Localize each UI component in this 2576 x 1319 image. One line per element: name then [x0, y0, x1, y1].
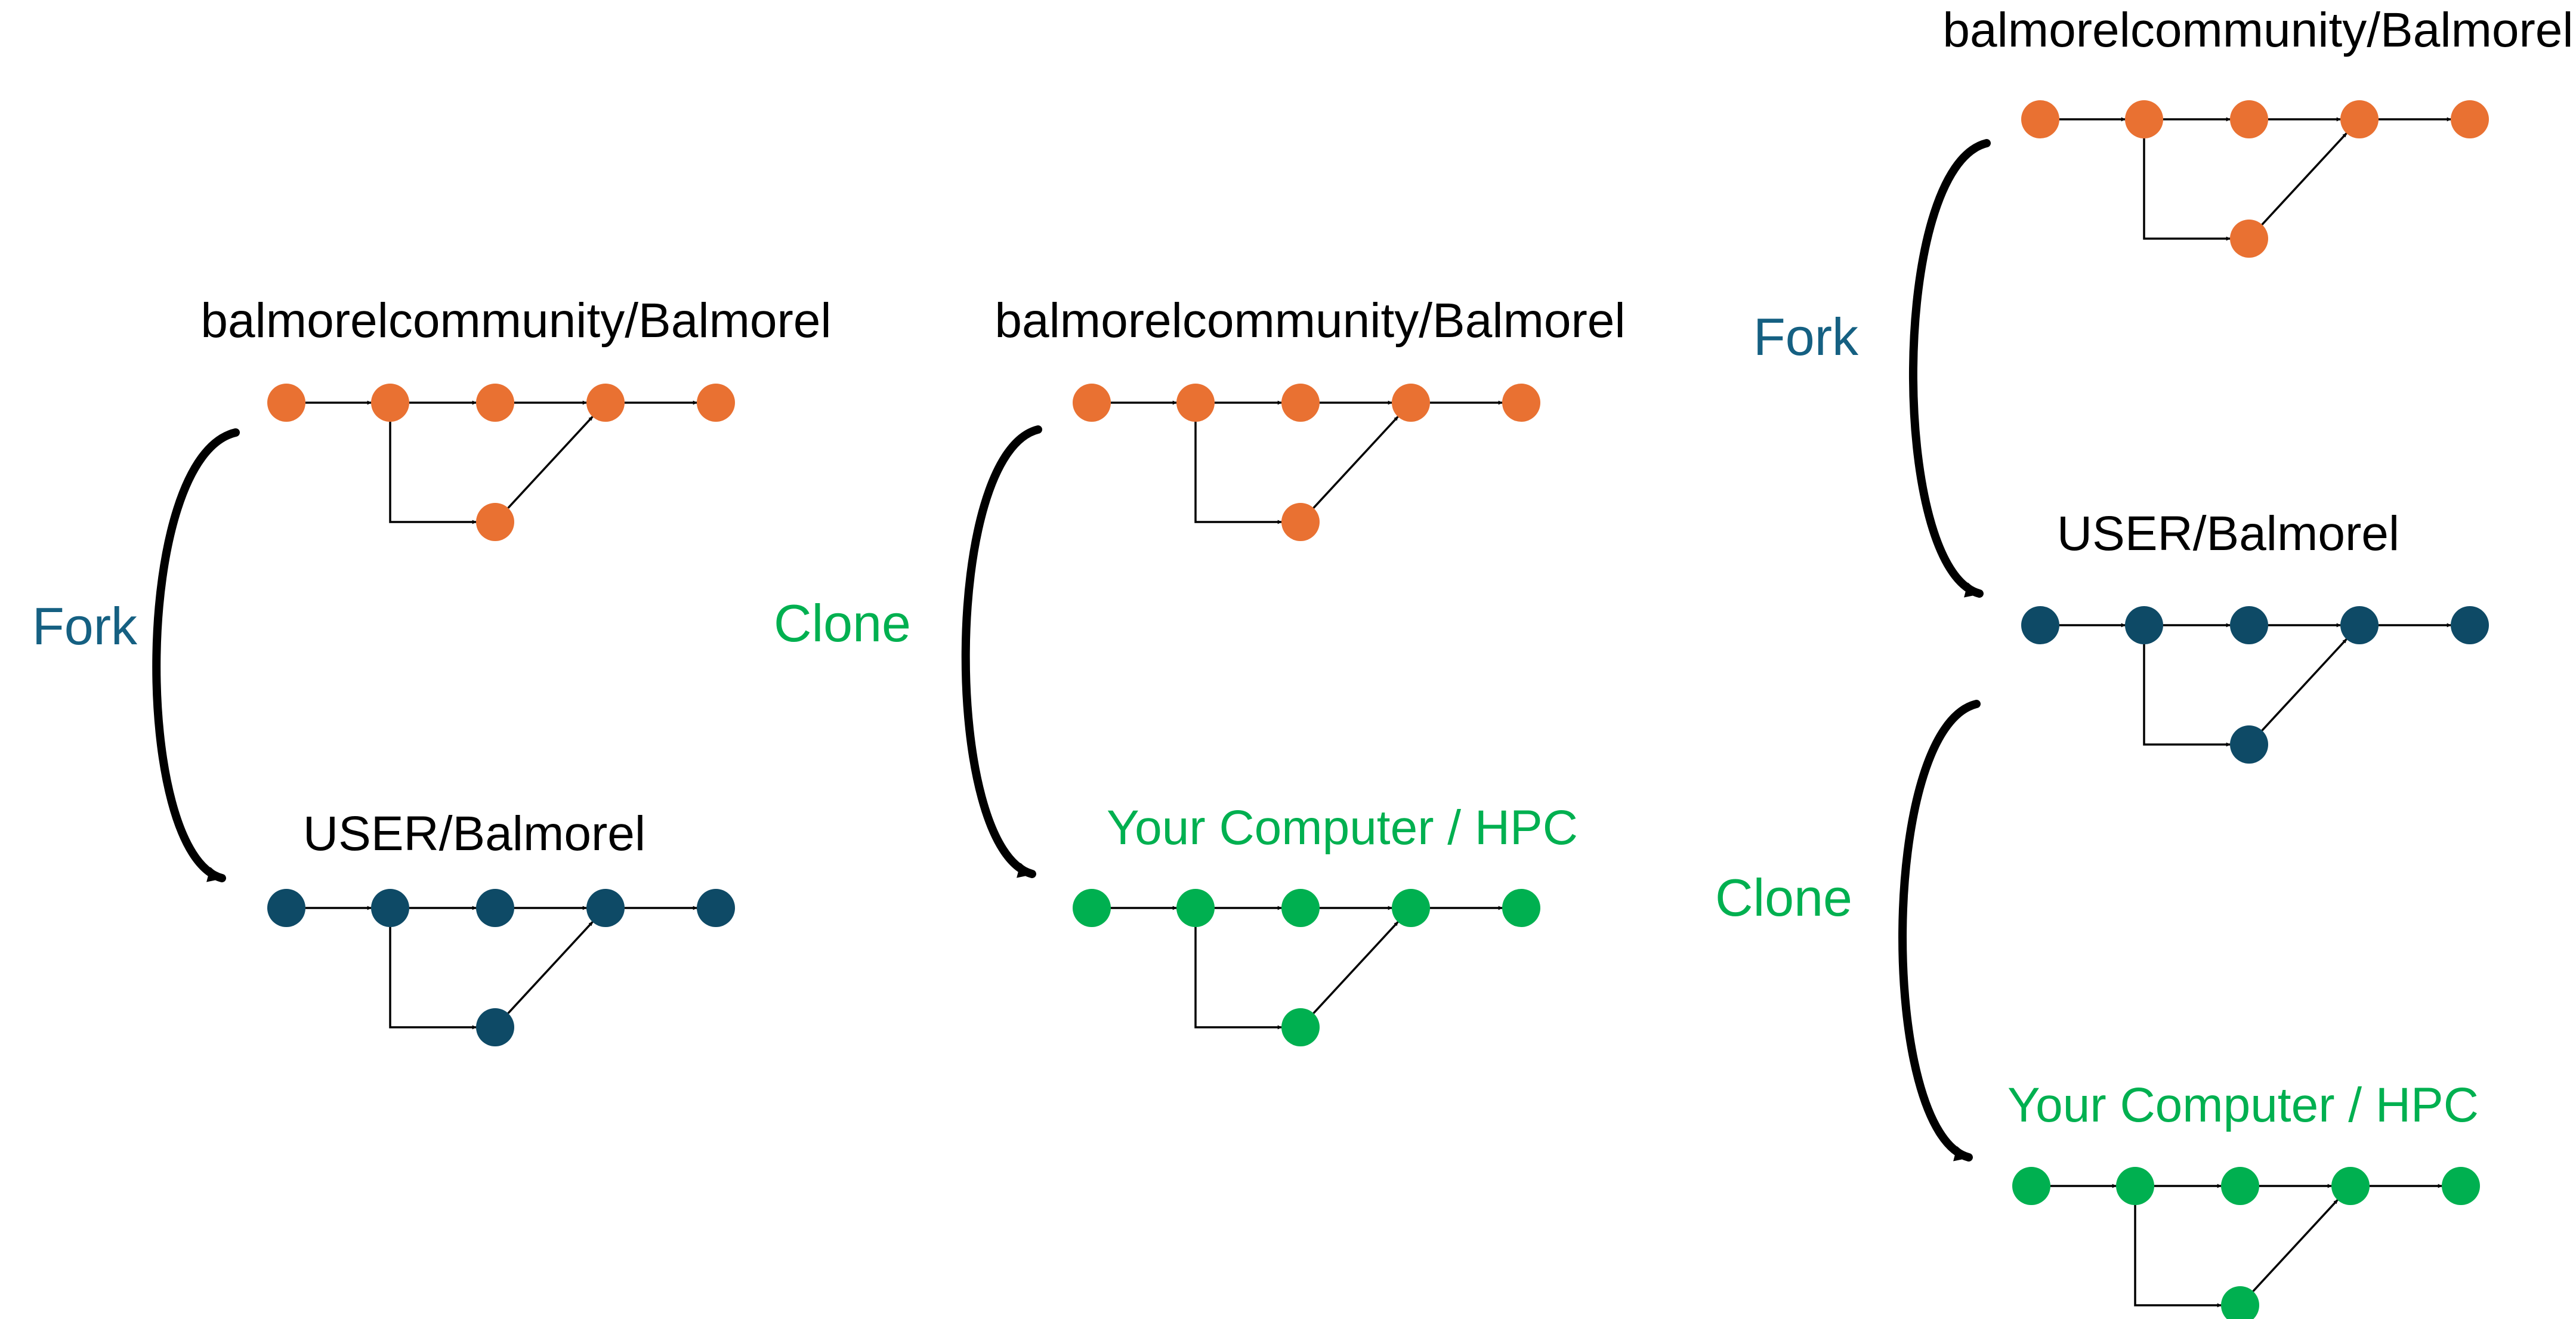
- merge-edge: [2252, 1199, 2339, 1292]
- commit-node: [2340, 606, 2379, 644]
- commit-node: [2021, 606, 2059, 644]
- commit-node: [267, 889, 305, 927]
- commit-node: [1281, 889, 1320, 927]
- commit-node: [2230, 606, 2268, 644]
- commit-node: [2340, 100, 2379, 138]
- commit-node: [2116, 1167, 2154, 1205]
- commit-node: [697, 889, 735, 927]
- commit-node: [1073, 384, 1111, 422]
- commit-node: [371, 889, 409, 927]
- repo-label-origin: balmorelcommunity/Balmorel: [994, 294, 1625, 348]
- commit-node: [2012, 1167, 2050, 1205]
- commit-node: [2221, 1167, 2259, 1205]
- commit-node: [2331, 1167, 2370, 1205]
- branch-edge: [1194, 422, 1282, 524]
- branch-commit-node: [476, 1008, 514, 1046]
- origin-commit-graph: [2021, 100, 2489, 258]
- commit-node: [476, 384, 514, 422]
- commit-node: [1073, 889, 1111, 927]
- merge-edge: [1312, 416, 1399, 509]
- commit-node: [1176, 889, 1215, 927]
- clone-arrow: [961, 425, 1042, 878]
- commit-node: [697, 384, 735, 422]
- origin-commit-graph: [1073, 384, 1540, 541]
- commit-node: [2021, 100, 2059, 138]
- repo-label-origin: balmorelcommunity/Balmorel: [200, 294, 831, 348]
- clone-operation-label: Clone: [774, 594, 911, 653]
- commit-node: [267, 384, 305, 422]
- repo-label-local: Your Computer / HPC: [2007, 1078, 2479, 1132]
- commit-node: [1392, 384, 1430, 422]
- clone-operation-label: Clone: [1715, 868, 1852, 927]
- commit-node: [586, 384, 625, 422]
- merge-edge: [1312, 921, 1399, 1014]
- fork-commit-graph: [2021, 606, 2489, 764]
- branch-edge: [2134, 1205, 2222, 1308]
- repo-label-origin: balmorelcommunity/Balmorel: [1942, 3, 2573, 57]
- fork-operation-label: Fork: [32, 597, 138, 656]
- branch-commit-node: [1281, 1008, 1320, 1046]
- merge-edge: [2261, 638, 2348, 731]
- commit-node: [2451, 100, 2489, 138]
- fork-arrow: [1909, 139, 1991, 598]
- commit-node: [476, 889, 514, 927]
- fork-operation-label: Fork: [1753, 307, 1859, 366]
- origin-commit-graph: [267, 384, 735, 541]
- branch-edge: [389, 927, 477, 1030]
- commit-node: [1502, 384, 1540, 422]
- commit-node: [586, 889, 625, 927]
- commit-node: [2451, 606, 2489, 644]
- branch-edge: [2143, 138, 2231, 241]
- commit-node: [1176, 384, 1215, 422]
- branch-commit-node: [2230, 725, 2268, 764]
- branch-edge: [1194, 927, 1282, 1030]
- local-commit-graph: [1073, 889, 1540, 1046]
- commit-node: [2125, 606, 2163, 644]
- commit-node: [2125, 100, 2163, 138]
- commit-node: [1502, 889, 1540, 927]
- commit-node: [2442, 1167, 2480, 1205]
- branch-commit-node: [476, 503, 514, 541]
- commit-node: [2230, 100, 2268, 138]
- merge-edge: [2261, 132, 2348, 226]
- repo-label-fork: USER/Balmorel: [2057, 506, 2399, 561]
- clone-arrow: [1898, 700, 1981, 1162]
- commit-node: [1281, 384, 1320, 422]
- fork-arrow: [152, 428, 240, 882]
- repo-label-local: Your Computer / HPC: [1107, 801, 1578, 855]
- merge-edge: [507, 921, 594, 1014]
- repo-label-fork: USER/Balmorel: [303, 807, 645, 861]
- branch-commit-node: [2221, 1286, 2259, 1319]
- branch-edge: [389, 422, 477, 524]
- commit-node: [1392, 889, 1430, 927]
- branch-edge: [2143, 644, 2231, 747]
- merge-edge: [507, 416, 594, 509]
- commit-node: [371, 384, 409, 422]
- fork-commit-graph: [267, 889, 735, 1046]
- branch-commit-node: [2230, 220, 2268, 258]
- local-commit-graph: [2012, 1167, 2480, 1319]
- branch-commit-node: [1281, 503, 1320, 541]
